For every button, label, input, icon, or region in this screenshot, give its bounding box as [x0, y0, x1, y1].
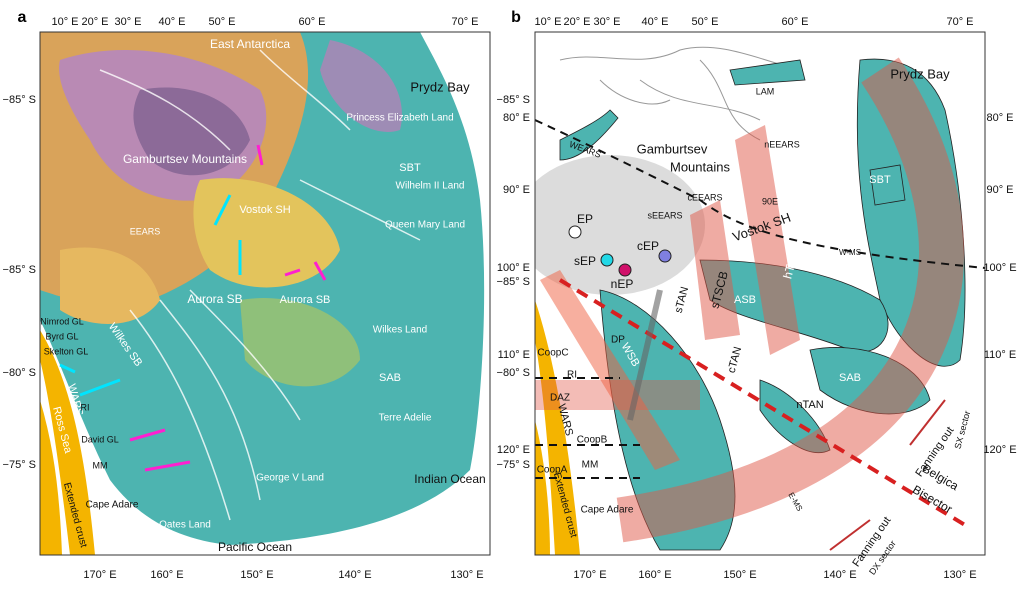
left-axis-label: 100° E: [497, 262, 530, 274]
map-label: SAB: [839, 372, 861, 384]
bottom-axis-label: 160° E: [150, 569, 183, 581]
left-axis-label: 120° E: [497, 444, 530, 456]
bottom-axis-label: 170° E: [573, 569, 606, 581]
top-axis-label: 70° E: [451, 16, 478, 28]
left-axis-label: 80° E: [503, 112, 530, 124]
map-label: David GL: [81, 434, 119, 444]
bottom-axis-label: 130° E: [943, 569, 976, 581]
map-label: CoopB: [577, 435, 608, 446]
map-label: Vostok SH: [239, 204, 290, 216]
map-label: SBT: [399, 162, 421, 174]
map-label: Terre Adelie: [379, 413, 432, 424]
left-axis-label: 110° E: [498, 349, 530, 361]
map-label: RI: [567, 370, 577, 381]
map-label: Aurora SB: [280, 294, 331, 306]
map-label: CoopC: [537, 348, 568, 359]
map-label: Prydz Bay: [410, 79, 470, 94]
left-axis-label: −80° S: [3, 367, 36, 379]
bottom-axis-label: 170° E: [83, 569, 116, 581]
right-axis-label: 100° E: [983, 262, 1016, 274]
map-label: SBT: [869, 174, 891, 186]
map-label: W-MS: [839, 248, 861, 257]
top-axis-label: 40° E: [158, 16, 185, 28]
right-axis-label: 120° E: [983, 444, 1016, 456]
map-label: Prydz Bay: [890, 66, 950, 81]
map-label: Princess Elizabeth Land: [346, 113, 453, 124]
bottom-axis-label: 150° E: [240, 569, 273, 581]
map-label: Aurora SB: [187, 292, 242, 306]
map-label: Gamburtsev Mountains: [123, 152, 247, 166]
top-axis-label: 40° E: [641, 16, 668, 28]
map-label: CoopA: [537, 465, 568, 476]
left-axis-label: −85° S: [497, 94, 530, 106]
top-axis-label: 10° E: [534, 16, 561, 28]
frame-b: [534, 31, 986, 556]
map-label: sEP: [574, 254, 596, 268]
map-label: sEEARS: [647, 210, 682, 220]
left-axis-label: −85° S: [3, 94, 36, 106]
map-label: cEEARS: [687, 192, 722, 202]
top-axis-label: 60° E: [781, 16, 808, 28]
top-axis-label: 20° E: [81, 16, 108, 28]
map-label: Cape Adare: [86, 500, 139, 511]
map-a: [40, 32, 490, 555]
map-label: Byrd GL: [45, 331, 78, 341]
map-label: MM: [582, 460, 599, 471]
bottom-axis-label: 130° E: [450, 569, 483, 581]
top-axis-label: 30° E: [114, 16, 141, 28]
map-label: Oates Land: [159, 520, 211, 531]
map-label: Cape Adare: [581, 505, 634, 516]
map-label: Wilhelm II Land: [396, 181, 465, 192]
map-label: 90E: [762, 196, 778, 206]
map-label: MM: [93, 460, 108, 470]
top-axis-label: 50° E: [208, 16, 235, 28]
right-axis-label: 80° E: [986, 112, 1013, 124]
map-label: nEEARS: [764, 139, 800, 149]
map-label: cEP: [637, 239, 659, 253]
top-axis-label: 20° E: [563, 16, 590, 28]
top-axis-label: 10° E: [51, 16, 78, 28]
left-axis-label: −75° S: [497, 459, 530, 471]
left-axis-label: −75° S: [3, 459, 36, 471]
map-label: East Antarctica: [210, 37, 290, 51]
bottom-axis-label: 140° E: [823, 569, 856, 581]
panel-letter: b: [511, 9, 521, 26]
map-label: ASB: [734, 294, 756, 306]
left-axis-label: −85° S: [3, 264, 36, 276]
map-label: EP: [577, 212, 593, 226]
map-label: Nimrod GL: [40, 316, 84, 326]
left-axis-label: −85° S: [497, 276, 530, 288]
frame-a: [39, 31, 491, 556]
top-axis-label: 70° E: [946, 16, 973, 28]
panel-letter: a: [18, 9, 27, 26]
map-label: George V Land: [256, 473, 324, 484]
top-axis-label: 30° E: [593, 16, 620, 28]
map-label: SAB: [379, 372, 401, 384]
map-label: Mountains: [670, 159, 730, 174]
map-label: EEARS: [130, 226, 161, 236]
map-b: [535, 32, 985, 555]
map-label: LAM: [756, 86, 775, 96]
bottom-axis-label: 150° E: [723, 569, 756, 581]
bottom-axis-label: 140° E: [338, 569, 371, 581]
bottom-axis-label: 160° E: [638, 569, 671, 581]
map-label: Skelton GL: [44, 346, 89, 356]
map-label: DP: [611, 335, 625, 346]
map-label: DAZ: [550, 393, 570, 404]
right-axis-label: 90° E: [986, 184, 1013, 196]
map-label: Indian Ocean: [414, 472, 485, 486]
left-axis-label: −80° S: [497, 367, 530, 379]
top-axis-label: 50° E: [691, 16, 718, 28]
map-label: nTAN: [796, 399, 823, 411]
map-label: Gamburtsev: [637, 141, 708, 156]
right-axis-label: 110° E: [984, 349, 1016, 361]
map-label: Queen Mary Land: [385, 220, 465, 231]
map-label: nEP: [611, 277, 634, 291]
map-label: Pacific Ocean: [218, 540, 292, 554]
map-label: Wilkes Land: [373, 325, 427, 336]
top-axis-label: 60° E: [298, 16, 325, 28]
left-axis-label: 90° E: [503, 184, 530, 196]
map-label: RI: [81, 402, 90, 412]
